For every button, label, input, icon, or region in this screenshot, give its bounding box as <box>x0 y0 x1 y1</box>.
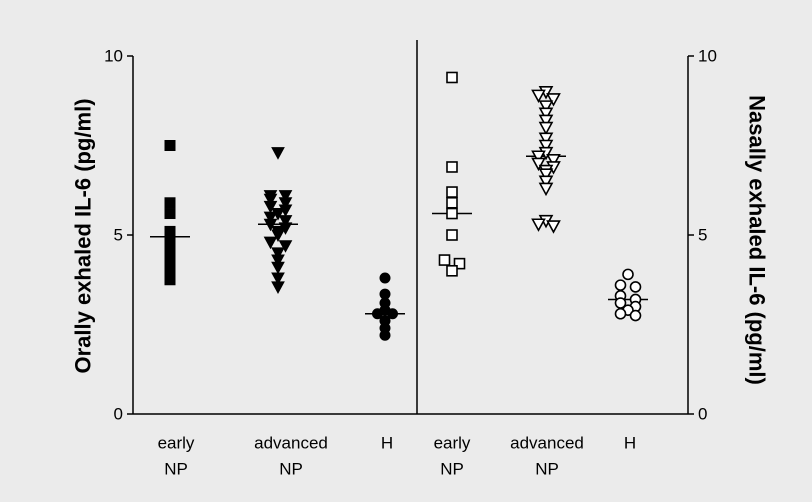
open-triangle-down-point <box>531 89 546 104</box>
axes: 0 0 5 5 10 10 early NP advanced NP H early NP advance… <box>104 40 717 479</box>
right-tick-label: 10 <box>698 47 717 66</box>
filled-triangle-down-point <box>271 281 285 294</box>
filled-circle-point <box>372 308 383 320</box>
open-square-point <box>446 264 458 277</box>
left-tick-label: 5 <box>114 226 123 245</box>
open-triangle-down-point <box>531 157 546 172</box>
open-circle-point <box>614 307 627 320</box>
category-label: advanced <box>254 434 328 453</box>
filled-circle-point <box>379 272 391 284</box>
open-triangle-down-point <box>538 168 554 182</box>
data-marks <box>150 71 648 341</box>
filled-triangle-down-point <box>271 147 285 160</box>
category-label: H <box>624 434 636 453</box>
filled-triangle-down-point <box>278 190 293 203</box>
filled-triangle-down-point <box>271 272 285 286</box>
filled-square-point <box>164 140 176 151</box>
right-tick-label: 0 <box>698 405 707 424</box>
open-square-point <box>446 186 458 198</box>
open-square-point <box>438 254 451 266</box>
open-square-point <box>446 161 458 173</box>
filled-triangle-down-point <box>271 254 285 268</box>
open-triangle-down-point <box>538 114 554 129</box>
open-triangle-down-point <box>538 121 554 136</box>
open-circle-point <box>629 281 642 293</box>
category-label: NP <box>440 460 464 479</box>
filled-triangle-down-point <box>263 200 278 214</box>
category-label: NP <box>279 460 303 479</box>
open-triangle-down-point <box>538 139 554 154</box>
left-tick-label: 10 <box>104 47 123 66</box>
open-circle-point <box>614 279 627 291</box>
open-triangle-down-point <box>538 132 554 147</box>
category-label: early <box>434 434 471 453</box>
open-triangle-down-point <box>538 107 554 121</box>
open-triangle-down-point <box>538 182 554 197</box>
filled-square-point <box>164 208 176 220</box>
filled-triangle-down-point <box>263 236 278 250</box>
filled-square-point <box>164 197 176 209</box>
open-triangle-down-point <box>531 150 546 164</box>
category-label: early <box>158 434 195 453</box>
open-square-point <box>446 229 458 241</box>
filled-triangle-down-point <box>263 218 278 232</box>
right-tick-label: 5 <box>698 226 707 245</box>
category-label: advanced <box>510 434 584 453</box>
filled-triangle-down-point <box>263 193 278 207</box>
open-triangle-down-point <box>546 220 561 234</box>
filled-square-point <box>164 254 176 266</box>
left-axis-label: Orally exhaled IL-6 (pg/ml) <box>71 98 96 373</box>
open-square-point <box>446 71 458 84</box>
filled-triangle-down-point <box>271 261 285 275</box>
open-square-point <box>453 257 466 270</box>
filled-triangle-down-point <box>278 197 293 210</box>
open-square-point <box>446 196 458 209</box>
open-triangle-down-point <box>531 218 546 232</box>
category-label: NP <box>535 460 559 479</box>
right-axis-label: Nasally exhaled IL-6 (pg/ml) <box>745 95 770 385</box>
open-triangle-down-point <box>546 93 561 107</box>
filled-circle-point <box>379 329 391 341</box>
filled-triangle-down-point <box>278 240 293 253</box>
open-square-point <box>446 207 458 220</box>
category-label: NP <box>164 460 188 479</box>
filled-triangle-down-point <box>263 211 278 225</box>
open-triangle-down-point <box>538 100 554 114</box>
filled-triangle-down-point <box>271 229 285 243</box>
filled-square-point <box>164 274 176 286</box>
open-circle-point <box>622 268 634 281</box>
left-tick-label: 0 <box>114 405 123 424</box>
filled-triangle-down-point <box>278 215 293 228</box>
open-triangle-down-point <box>546 154 561 168</box>
category-label: H <box>381 434 393 453</box>
open-circle-point <box>629 309 642 322</box>
filled-triangle-down-point <box>271 247 285 260</box>
open-triangle-down-point <box>538 175 554 189</box>
filled-circle-point <box>387 308 398 320</box>
